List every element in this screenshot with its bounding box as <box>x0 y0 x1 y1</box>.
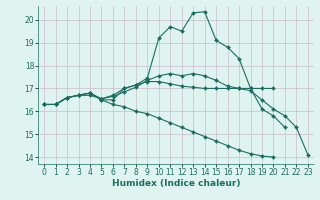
X-axis label: Humidex (Indice chaleur): Humidex (Indice chaleur) <box>112 179 240 188</box>
